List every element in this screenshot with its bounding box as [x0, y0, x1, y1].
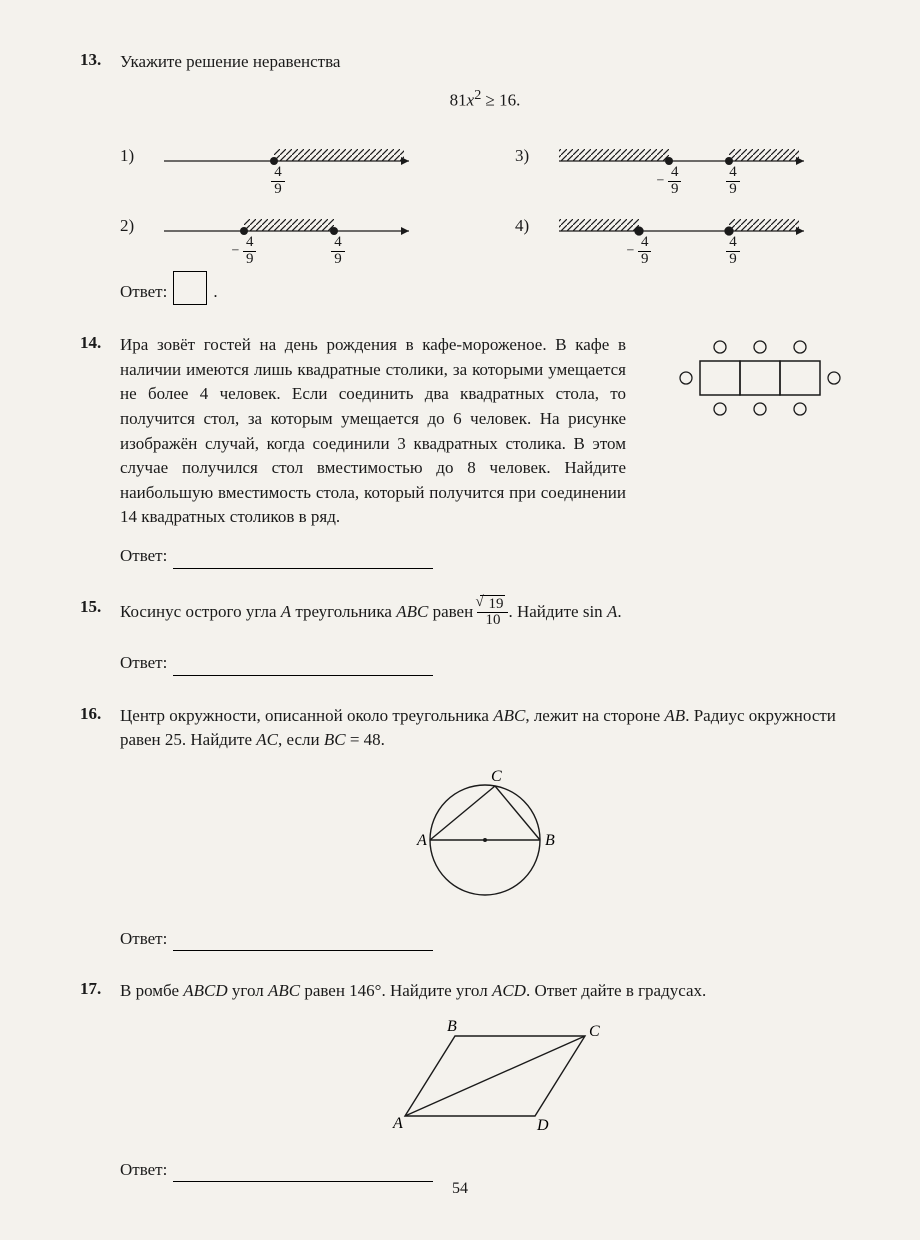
- problem-text: В ромбе ABCD угол ABC равен 146°. Найдит…: [120, 979, 850, 1004]
- numberline-1: 49: [154, 131, 424, 181]
- answer-label: Ответ:: [120, 1158, 167, 1183]
- problem-body: Ира зовёт гостей на день рождения в кафе…: [120, 333, 850, 569]
- option-3: 3) − 49: [515, 131, 850, 181]
- problem-number: 13.: [80, 50, 120, 70]
- problem-body: Укажите решение неравенства 81x2 ≥ 16. 1…: [120, 50, 850, 305]
- label-B: B: [545, 832, 555, 849]
- problem-text: Центр окружности, описанной около треуго…: [120, 704, 850, 753]
- numberline-3: − 49 49: [549, 131, 819, 181]
- problem-number: 14.: [80, 333, 120, 353]
- problem-text: Ира зовёт гостей на день рождения в кафе…: [120, 333, 626, 530]
- option-1: 1): [120, 131, 455, 181]
- option-num: 3): [515, 144, 537, 169]
- page-content: 13. Укажите решение неравенства 81x2 ≥ 1…: [0, 0, 920, 1240]
- label-C: C: [589, 1023, 600, 1040]
- answer-row: Ответ:: [120, 927, 850, 952]
- problem-body: Центр окружности, описанной около треуго…: [120, 704, 850, 952]
- label-A: A: [392, 1115, 403, 1132]
- problem-15: 15. Косинус острого угла A треугольника …: [80, 597, 850, 676]
- answer-line[interactable]: [173, 937, 433, 951]
- problem-13: 13. Укажите решение неравенства 81x2 ≥ 1…: [80, 50, 850, 305]
- problem-text: Косинус острого угла A треугольника ABC …: [120, 597, 850, 630]
- answer-box[interactable]: [173, 271, 207, 305]
- problem-16: 16. Центр окружности, описанной около тр…: [80, 704, 850, 952]
- problem-body: В ромбе ABCD угол ABC равен 146°. Найдит…: [120, 979, 850, 1182]
- table-figure: [670, 335, 850, 425]
- formula: 81x2 ≥ 16.: [120, 85, 850, 113]
- numberline-2: − 49 49: [154, 201, 424, 251]
- label-C: C: [491, 768, 502, 785]
- option-num: 2): [120, 214, 142, 239]
- option-2: 2) − 49: [120, 201, 455, 251]
- answer-label: Ответ:: [120, 280, 167, 305]
- label-D: D: [536, 1117, 549, 1134]
- problem-17: 17. В ромбе ABCD угол ABC равен 146°. На…: [80, 979, 850, 1182]
- numberline-4: − 49 49: [549, 201, 819, 251]
- answer-label: Ответ:: [120, 651, 167, 676]
- answer-row: Ответ:: [120, 1158, 850, 1183]
- circle-figure: A B C: [385, 765, 585, 905]
- label-B: B: [447, 1018, 457, 1035]
- problem-number: 15.: [80, 597, 120, 617]
- option-num: 4): [515, 214, 537, 239]
- rhombus-figure: A B C D: [365, 1016, 605, 1136]
- page-number: 54: [0, 1180, 920, 1198]
- answer-line[interactable]: [173, 662, 433, 676]
- problem-number: 17.: [80, 979, 120, 999]
- answer-line[interactable]: [173, 555, 433, 569]
- answer-row: Ответ: .: [120, 271, 850, 305]
- problem-prompt: Укажите решение неравенства: [120, 50, 850, 75]
- problem-number: 16.: [80, 704, 120, 724]
- problem-14: 14. Ира зовёт гостей на день рождения в …: [80, 333, 850, 569]
- options-grid: 1): [120, 131, 850, 251]
- answer-label: Ответ:: [120, 927, 167, 952]
- period: .: [213, 280, 217, 305]
- answer-label: Ответ:: [120, 544, 167, 569]
- option-num: 1): [120, 144, 142, 169]
- answer-row: Ответ:: [120, 651, 850, 676]
- answer-row: Ответ:: [120, 544, 850, 569]
- option-4: 4) − 49: [515, 201, 850, 251]
- label-A: A: [416, 832, 427, 849]
- problem-body: Косинус острого угла A треугольника ABC …: [120, 597, 850, 676]
